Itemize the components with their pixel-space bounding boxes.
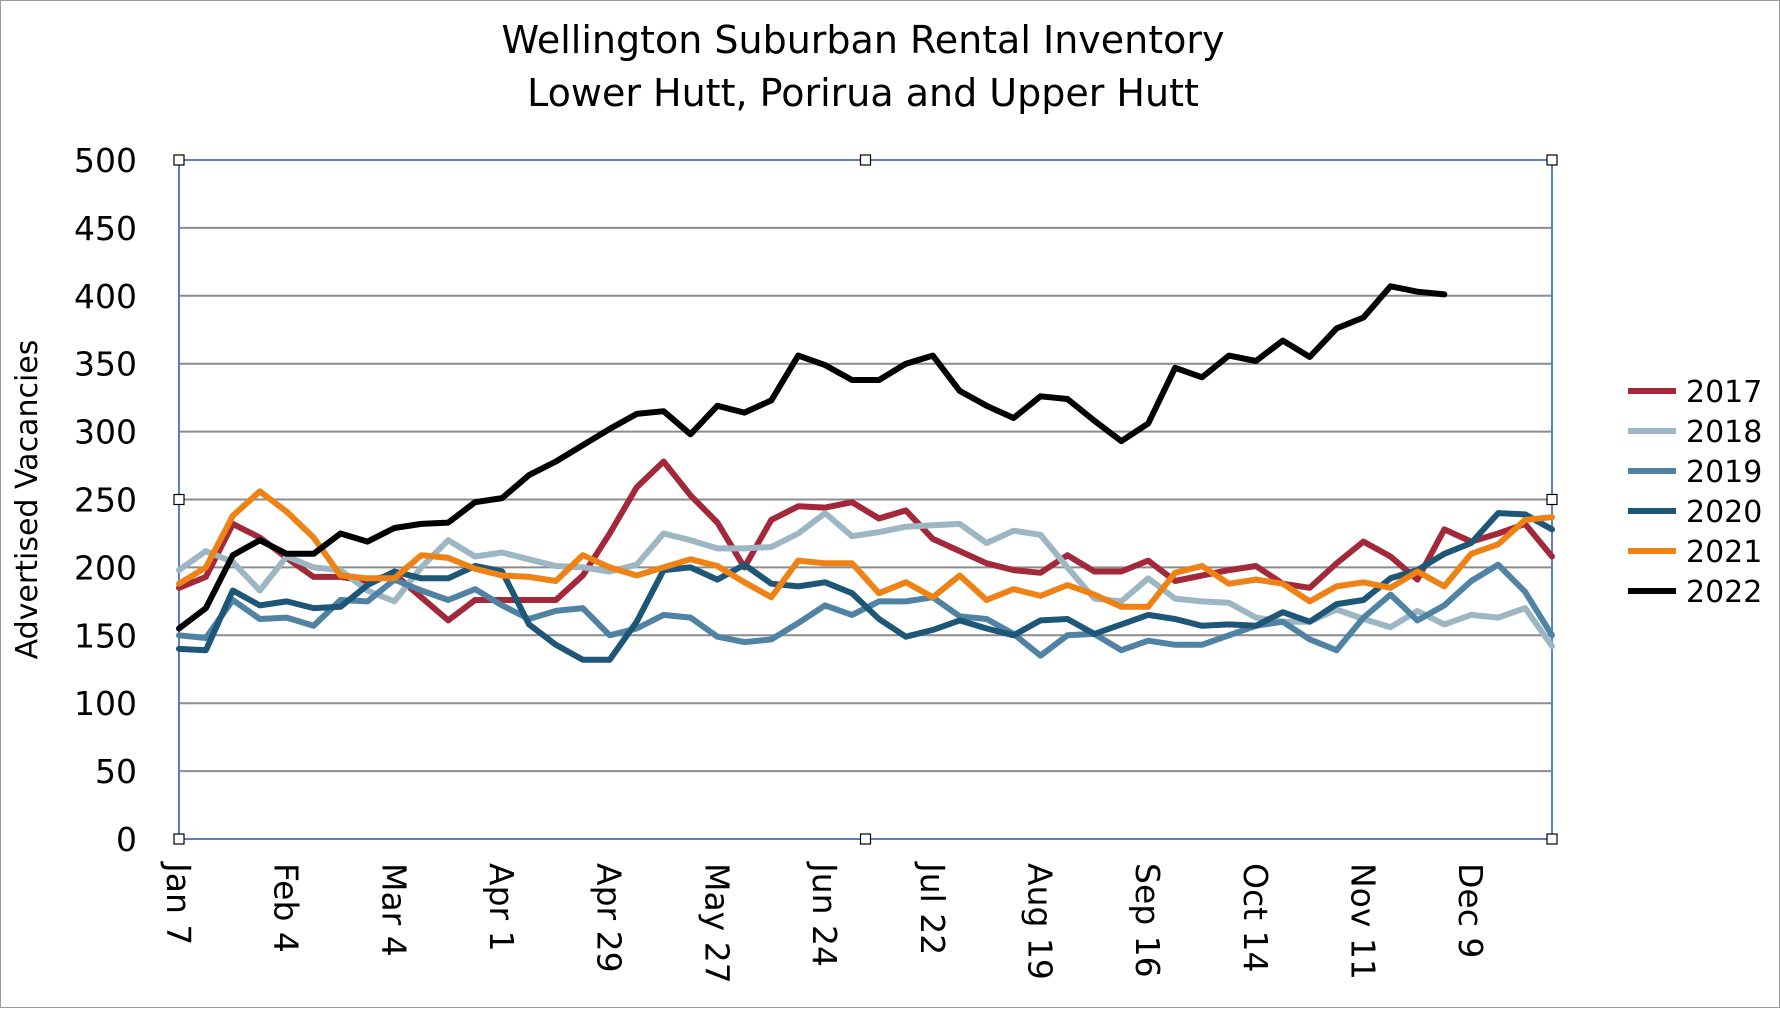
resize-handle[interactable] [1546,833,1558,845]
series-line-2021 [176,488,1555,610]
resize-handle[interactable] [173,493,185,506]
resize-handle[interactable] [859,833,872,845]
series-lines [176,283,1555,663]
y-tick-label: 250 [74,481,137,520]
y-axis-ticks: 0 50 100 150 200 250 300 350 400 450 500 [74,141,137,859]
x-tick-label: Dec 9 [1451,863,1490,958]
x-tick-label: May 27 [697,863,736,984]
y-tick-label: 400 [74,277,137,316]
x-tick-label: Nov 11 [1344,863,1383,980]
x-tick-label: Aug 19 [1020,863,1059,980]
y-tick-label: 350 [74,345,137,384]
x-tick-label: Mar 4 [374,863,413,957]
legend-label-2022: 2022 [1686,575,1762,610]
x-tick-label: Sep 16 [1128,863,1167,978]
y-tick-label: 300 [74,413,137,452]
x-tick-label: Jul 22 [913,861,952,955]
resize-handle[interactable] [173,833,185,845]
legend: 2017 2018 2019 2020 2021 2022 [1628,375,1762,610]
legend-label-2019: 2019 [1686,455,1762,490]
y-axis-title: Advertised Vacancies [10,340,45,660]
x-tick-label: Jan 7 [159,861,198,945]
legend-label-2018: 2018 [1686,415,1762,450]
series-line-2020 [176,510,1555,663]
chart-subtitle: Lower Hutt, Porirua and Upper Hutt [527,71,1199,115]
x-tick-label: Feb 4 [267,863,306,953]
resize-handle[interactable] [173,154,185,166]
x-tick-label: Oct 14 [1236,863,1275,973]
legend-label-2017: 2017 [1686,375,1762,410]
legend-label-2020: 2020 [1686,495,1762,530]
gridlines [179,159,1552,840]
resize-handle[interactable] [1546,154,1558,166]
resize-handle[interactable] [859,154,872,166]
y-tick-label: 200 [74,548,137,587]
y-tick-label: 50 [95,752,137,791]
legend-label-2021: 2021 [1686,535,1762,570]
y-tick-label: 150 [74,616,137,655]
y-tick-label: 100 [74,684,137,723]
chart-title: Wellington Suburban Rental Inventory [501,18,1224,62]
y-tick-label: 0 [116,820,137,859]
selection-handles [173,154,1558,845]
resize-handle[interactable] [1546,493,1558,506]
x-tick-label: Apr 1 [482,863,521,952]
y-tick-label: 450 [74,209,137,248]
x-tick-label: Apr 29 [590,863,629,973]
y-tick-label: 500 [74,141,137,180]
x-tick-label: Jun 24 [805,861,844,967]
series-line-2022 [176,283,1448,632]
x-axis-ticks: Jan 7 Feb 4 Mar 4 Apr 1 Apr 29 May 27 Jun 24 Ju… [159,861,1490,984]
